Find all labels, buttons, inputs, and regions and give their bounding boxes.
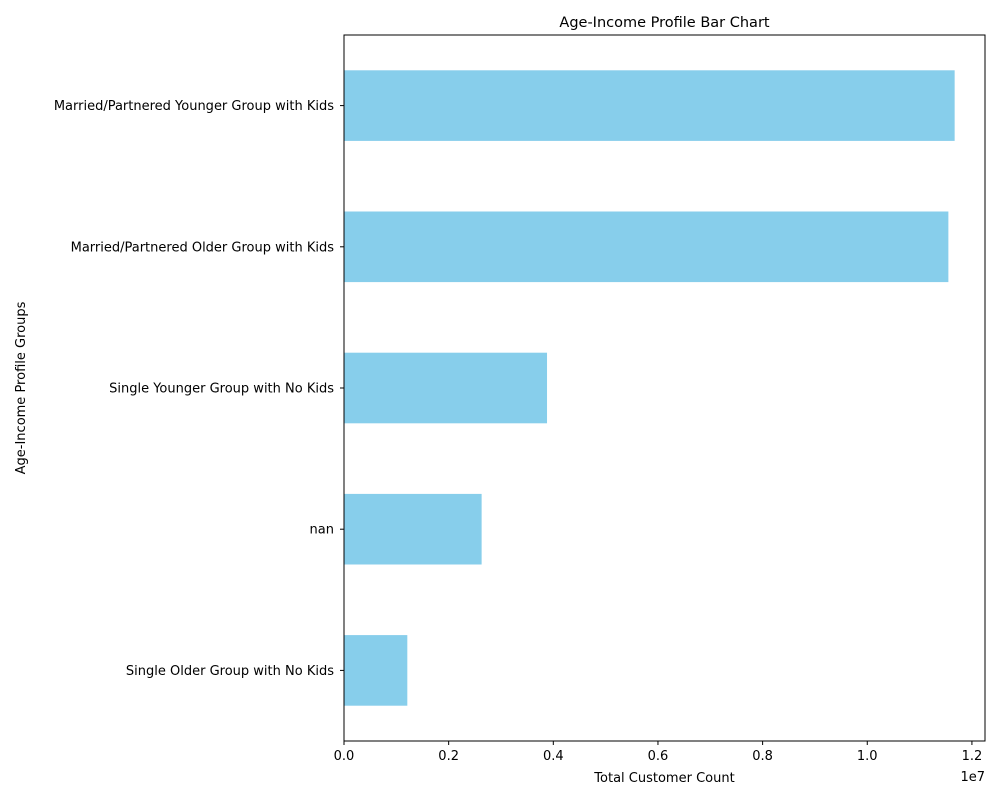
x-tick-label: 0.0 — [334, 749, 355, 764]
x-tick-label: 1.2 — [962, 749, 983, 764]
y-tick-label: Single Older Group with No Kids — [126, 664, 334, 679]
x-tick-label: 1.0 — [857, 749, 878, 764]
y-tick-label: Married/Partnered Older Group with Kids — [71, 240, 335, 255]
y-tick-label: nan — [310, 523, 334, 538]
bars-group — [344, 70, 955, 706]
y-axis: Married/Partnered Younger Group with Kid… — [54, 99, 344, 679]
x-tick-label: 0.8 — [752, 749, 773, 764]
x-axis-offset-label: 1e7 — [960, 770, 985, 785]
x-tick-label: 0.2 — [438, 749, 459, 764]
bar — [344, 635, 408, 706]
chart-title: Age-Income Profile Bar Chart — [559, 15, 770, 31]
y-tick-label: Single Younger Group with No Kids — [109, 382, 334, 397]
x-axis-label: Total Customer Count — [593, 771, 734, 786]
bar — [344, 211, 949, 283]
x-tick-label: 0.6 — [648, 749, 669, 764]
x-tick-label: 0.4 — [543, 749, 564, 764]
y-axis-label: Age-Income Profile Groups — [14, 301, 29, 474]
bar — [344, 352, 548, 424]
bar — [344, 493, 482, 565]
y-tick-label: Married/Partnered Younger Group with Kid… — [54, 99, 334, 114]
x-axis: 0.0 0.2 0.4 0.6 0.8 1.0 1.2 — [334, 741, 983, 764]
bar — [344, 70, 955, 141]
